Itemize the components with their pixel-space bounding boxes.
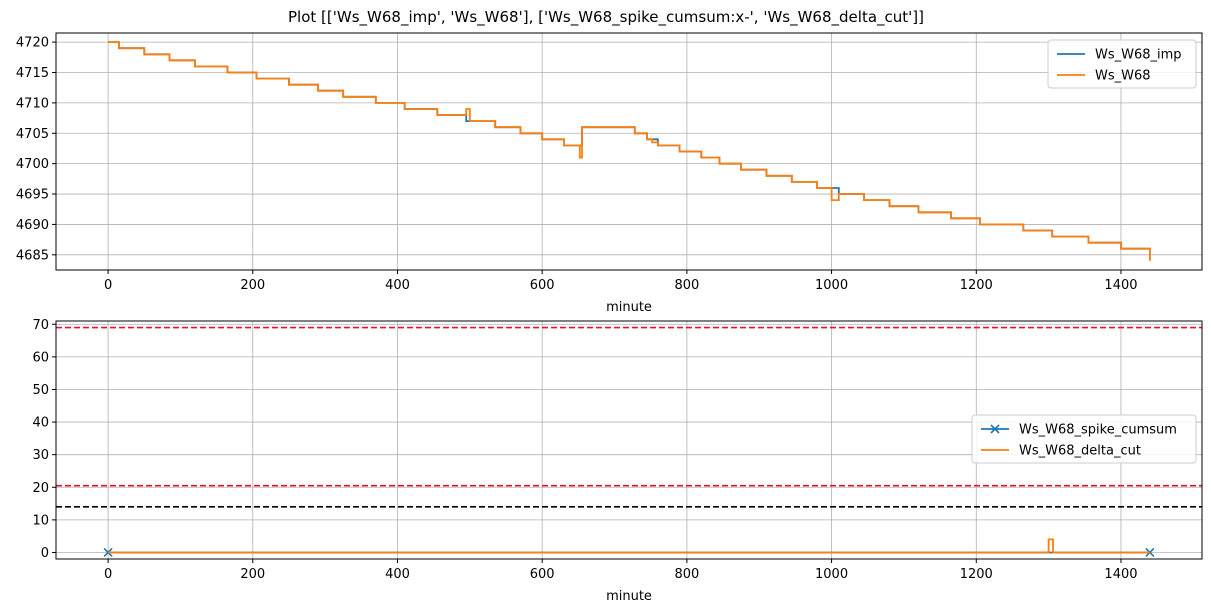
bottom-ticks: 0 200 400 600 800 1000 1200 1400 0 10 20 30 40 50 60 70: [32, 318, 1137, 582]
bottom-y-tick-label: 20: [32, 481, 49, 496]
bottom-x-tick-label: 1400: [1104, 567, 1137, 582]
top-x-tick-label: 1000: [815, 278, 848, 293]
top-x-tick-label: 0: [104, 278, 112, 293]
top-x-tick-label: 1200: [960, 278, 993, 293]
top-plot-panel: 0 200 400 600 800 1000 1200 1400 4685 4690 4695 470…: [16, 32, 1203, 315]
top-legend: Ws_W68_imp Ws_W68: [1047, 39, 1197, 89]
legend-label-Ws_W68: Ws_W68: [1095, 69, 1151, 84]
top-x-tick-label: 200: [240, 278, 265, 293]
bottom-x-tick-label: 0: [104, 567, 112, 582]
figure-title: Plot [['Ws_W68_imp', 'Ws_W68'], ['Ws_W68…: [288, 8, 924, 27]
top-y-tick-label: 4720: [16, 36, 49, 51]
top-x-tick-label: 800: [674, 278, 699, 293]
bottom-y-tick-label: 30: [32, 448, 49, 463]
bottom-plot-panel: 0 200 400 600 800 1000 1200 1400 0 10 20 30 40 50 60 70…: [32, 318, 1203, 604]
bottom-y-tick-label: 70: [32, 318, 49, 333]
bottom-series: [56, 326, 1202, 558]
bottom-x-tick-label: 200: [240, 567, 265, 582]
top-x-tick-label: 1400: [1104, 278, 1137, 293]
bottom-x-tick-label: 1000: [815, 567, 848, 582]
legend-label-Ws_W68_spike_cumsum: Ws_W68_spike_cumsum: [1019, 423, 1177, 438]
series-marker-Ws_W68_spike_cumsum: [1145, 547, 1155, 558]
top-y-tick-label: 4700: [16, 157, 49, 172]
top-y-tick-label: 4705: [16, 127, 49, 142]
bottom-y-tick-label: 0: [41, 546, 49, 561]
top-y-tick-label: 4710: [16, 96, 49, 111]
bottom-x-tick-label: 800: [674, 567, 699, 582]
top-axes-frame: [55, 32, 1203, 271]
bottom-x-tick-label: 1200: [960, 567, 993, 582]
legend-label-Ws_W68_imp: Ws_W68_imp: [1095, 48, 1182, 63]
bottom-axes-frame: [55, 320, 1203, 560]
bottom-y-tick-label: 10: [32, 513, 49, 528]
bottom-legend-box: [971, 414, 1197, 464]
bottom-y-tick-label: 50: [32, 383, 49, 398]
top-xlabel: minute: [606, 300, 652, 315]
series-marker-Ws_W68_spike_cumsum: [103, 547, 113, 558]
top-y-tick-label: 4685: [16, 248, 49, 263]
legend-label-Ws_W68_delta_cut: Ws_W68_delta_cut: [1019, 444, 1141, 459]
series-line-Ws_W68_delta_cut: [108, 538, 1150, 554]
top-y-tick-label: 4690: [16, 218, 49, 233]
top-x-tick-label: 400: [385, 278, 410, 293]
top-x-tick-label: 600: [530, 278, 555, 293]
bottom-x-tick-label: 400: [385, 567, 410, 582]
top-legend-box: [1047, 39, 1197, 89]
series-line-Ws_W68: [108, 41, 1151, 261]
bottom-legend: Ws_W68_spike_cumsum Ws_W68_delta_cut: [971, 414, 1197, 464]
top-y-tick-label: 4715: [16, 66, 49, 81]
bottom-y-tick-label: 40: [32, 416, 49, 431]
top-series: [108, 41, 1151, 261]
bottom-xlabel: minute: [606, 589, 652, 604]
top-y-tick-label: 4695: [16, 188, 49, 203]
legend-marker-Ws_W68_spike_cumsum: [990, 424, 1000, 434]
bottom-x-tick-label: 600: [530, 567, 555, 582]
top-ticks: 0 200 400 600 800 1000 1200 1400 4685 4690 4695 470…: [16, 36, 1138, 293]
bottom-y-tick-label: 60: [32, 350, 49, 365]
bottom-grid: [56, 321, 1202, 559]
